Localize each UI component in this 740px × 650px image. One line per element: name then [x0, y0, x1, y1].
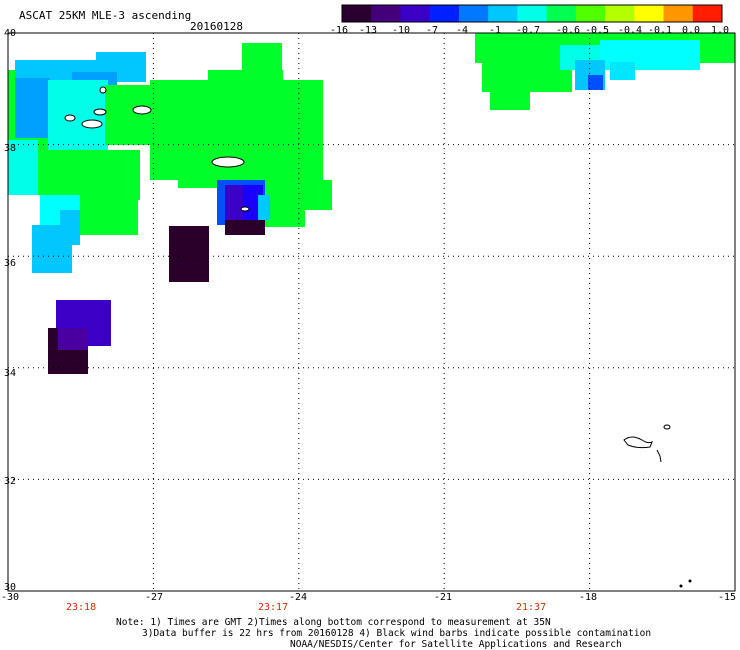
colorbar-label: -4 — [456, 25, 469, 36]
data-swath-east — [475, 33, 735, 110]
colorbar-label: -10 — [392, 25, 411, 36]
colorbar-label: -0.1 — [648, 25, 673, 36]
colorbar-swatch — [517, 5, 548, 22]
colorbar-swatch — [488, 5, 518, 22]
colorbar-swatch — [371, 5, 401, 22]
colorbar-label: -0.4 — [618, 25, 643, 36]
pass-time: 23:18 — [66, 602, 97, 613]
colorbar-swatch — [605, 5, 635, 22]
lon-label: -24 — [289, 592, 308, 603]
lat-label: 32 — [4, 476, 17, 487]
map-date: 20160128 — [190, 20, 243, 33]
colorbar — [342, 5, 723, 22]
colorbar-swatch — [458, 5, 489, 22]
colorbar-swatch — [429, 5, 460, 22]
colorbar-swatch — [546, 5, 577, 22]
colorbar-swatch — [400, 5, 431, 22]
colorbar-label: -7 — [426, 25, 439, 36]
lon-label: -27 — [145, 592, 164, 603]
lon-label: -21 — [434, 592, 453, 603]
colorbar-label: 0.0 — [682, 25, 701, 36]
colorbar-label: -1 — [489, 25, 502, 36]
lon-label: -15 — [718, 592, 737, 603]
island-outlines — [64, 86, 692, 588]
colorbar-label: 1.0 — [711, 25, 730, 36]
colorbar-label: -0.7 — [516, 25, 541, 36]
lat-label: 30 — [4, 582, 17, 593]
map-frame — [7, 32, 736, 592]
lon-label: -30 — [1, 592, 20, 603]
colorbar-frame — [341, 4, 723, 23]
colorbar-swatch — [692, 5, 723, 22]
lat-label: 34 — [4, 368, 17, 379]
colorbar-swatch — [342, 5, 372, 22]
colorbar-label: -13 — [359, 25, 378, 36]
colorbar-label: -16 — [330, 25, 349, 36]
colorbar-swatch — [575, 5, 606, 22]
lon-label: -18 — [579, 592, 598, 603]
note-line-2: 3)Data buffer is 22 hrs from 20160128 4)… — [142, 628, 652, 639]
colorbar-label: -0.5 — [585, 25, 610, 36]
lat-label: 38 — [4, 143, 17, 154]
pass-time: 21:37 — [516, 602, 547, 613]
note-line-1: Note: 1) Times are GMT 2)Times along bot… — [116, 617, 551, 628]
map-title: ASCAT 25KM MLE-3 ascending — [19, 9, 192, 22]
lat-label: 40 — [4, 28, 17, 39]
lat-label: 36 — [4, 258, 17, 269]
note-line-3: NOAA/NESDIS/Center for Satellite Applica… — [290, 639, 622, 650]
pass-time: 23:17 — [258, 602, 289, 613]
colorbar-swatch — [634, 5, 665, 22]
colorbar-label: -0.6 — [556, 25, 581, 36]
colorbar-swatch — [663, 5, 694, 22]
